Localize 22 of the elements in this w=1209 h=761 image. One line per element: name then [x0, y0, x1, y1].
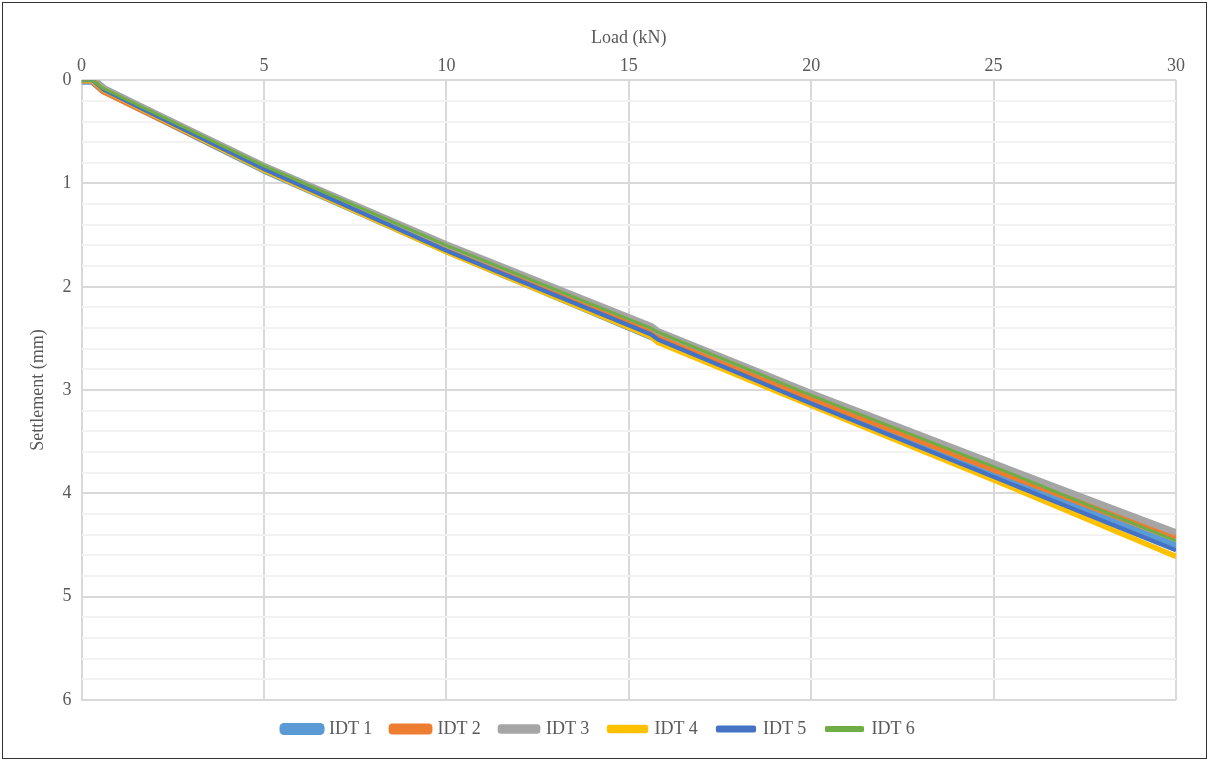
y-tick-label: 2 [62, 275, 72, 296]
y-axis-title: Settlement (mm) [26, 329, 48, 451]
legend-label: IDT 6 [871, 717, 915, 738]
y-tick-label: 3 [62, 378, 72, 399]
y-tick-label: 5 [62, 585, 72, 606]
x-tick-label: 25 [984, 55, 1003, 76]
x-tick-label: 10 [437, 55, 456, 76]
x-tick-label: 5 [259, 55, 269, 76]
x-tick-label: 0 [77, 55, 87, 76]
y-tick-label: 6 [62, 688, 72, 709]
x-axis-title: Load (kN) [591, 26, 667, 48]
x-tick-label: 15 [619, 55, 638, 76]
legend-label: IDT 4 [654, 717, 698, 738]
x-tick-label: 20 [802, 55, 821, 76]
x-tick-label: 30 [1167, 55, 1185, 76]
legend-label: IDT 1 [329, 717, 373, 738]
legend-label: IDT 3 [546, 717, 590, 738]
legend-label: IDT 5 [762, 717, 807, 738]
y-tick-label: 4 [62, 482, 72, 503]
legend-label: IDT 2 [437, 717, 481, 738]
y-tick-label: 1 [62, 172, 72, 193]
y-tick-label: 0 [62, 68, 72, 89]
